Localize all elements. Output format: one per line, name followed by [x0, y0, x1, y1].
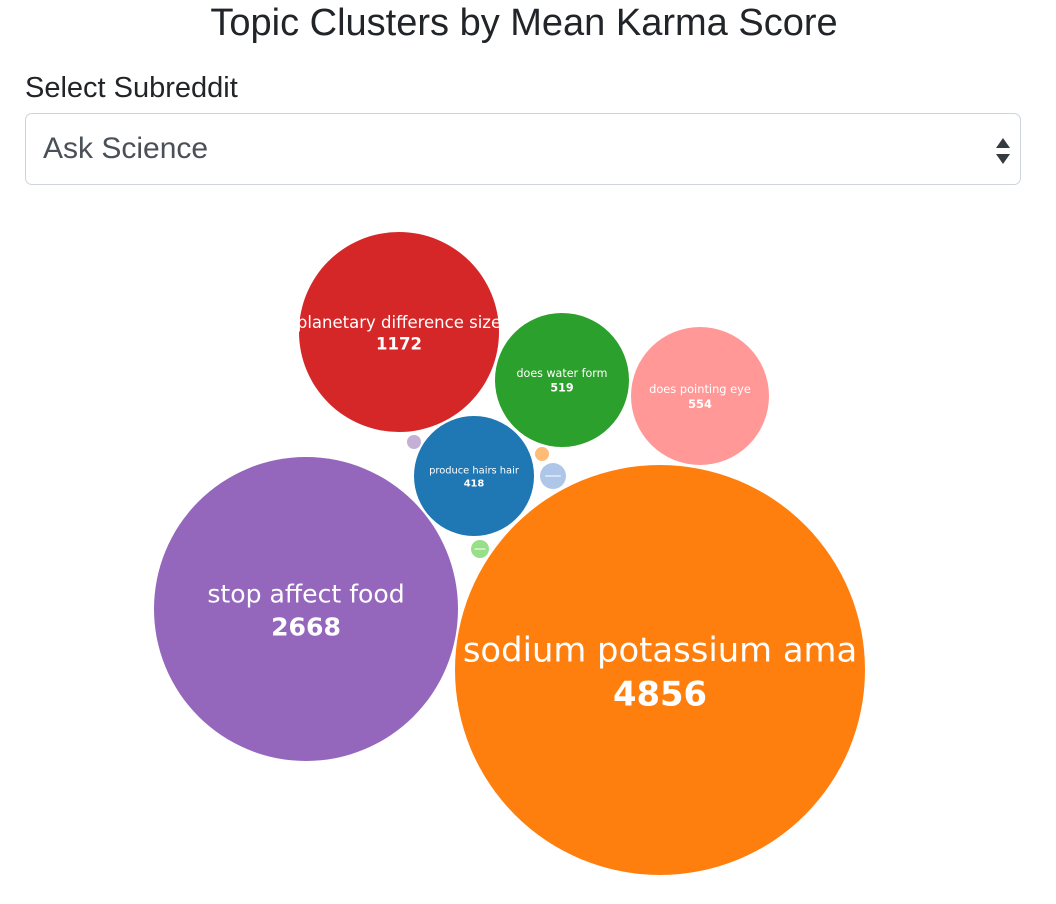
bubble-planetary-difference-size[interactable]: planetary difference size 1172 — [297, 232, 501, 432]
bubble-small-9[interactable] — [535, 447, 549, 461]
bubble-planetary-difference-size-circle — [299, 232, 499, 432]
bubble-does-pointing-eye-circle — [631, 327, 769, 465]
bubble-produce-hairs-hair-circle — [414, 416, 534, 536]
bubble-stop-affect-food-circle — [154, 457, 458, 761]
bubble-does-water-form[interactable]: does water form 519 — [495, 313, 629, 447]
bubble-produce-hairs-hair-label: produce hairs hair — [429, 466, 520, 477]
bubble-does-water-form-label: does water form — [517, 367, 608, 380]
subreddit-select-value: Ask Science — [43, 132, 209, 165]
bubble-small-9-circle — [535, 447, 549, 461]
bubble-does-water-form-value: 519 — [550, 382, 573, 395]
bubble-stop-affect-food-label: stop affect food — [207, 580, 404, 609]
bubble-sodium-potassium-ama[interactable]: sodium potassium ama 4856 — [455, 465, 865, 875]
subreddit-select-label: Select Subreddit — [25, 72, 238, 104]
bubble-sodium-potassium-ama-value: 4856 — [613, 675, 707, 714]
bubble-small-7[interactable] — [540, 463, 566, 489]
bubble-stop-affect-food-value: 2668 — [271, 612, 341, 641]
subreddit-select[interactable]: Ask Science — [25, 113, 1021, 185]
up-down-arrows-icon — [996, 138, 1010, 164]
page-title: Topic Clusters by Mean Karma Score — [210, 2, 838, 44]
bubble-does-pointing-eye-label: does pointing eye — [649, 382, 751, 396]
bubble-does-water-form-circle — [495, 313, 629, 447]
bubble-sodium-potassium-ama-circle — [455, 465, 865, 875]
bubble-chart: sodium potassium ama 4856 stop affect food… — [0, 200, 1056, 904]
bubble-stop-affect-food[interactable]: stop affect food 2668 — [154, 457, 458, 761]
bubble-produce-hairs-hair-value: 418 — [464, 478, 485, 489]
bubble-small-8[interactable] — [471, 540, 489, 558]
bubble-does-pointing-eye-value: 554 — [688, 397, 712, 411]
bubble-chart-svg: sodium potassium ama 4856 stop affect food… — [154, 232, 865, 875]
bubble-small-10[interactable] — [407, 435, 421, 449]
bubble-planetary-difference-size-label: planetary difference size — [297, 313, 501, 332]
bubble-sodium-potassium-ama-label: sodium potassium ama — [463, 631, 857, 670]
bubble-planetary-difference-size-value: 1172 — [376, 334, 422, 353]
bubble-small-10-circle — [407, 435, 421, 449]
